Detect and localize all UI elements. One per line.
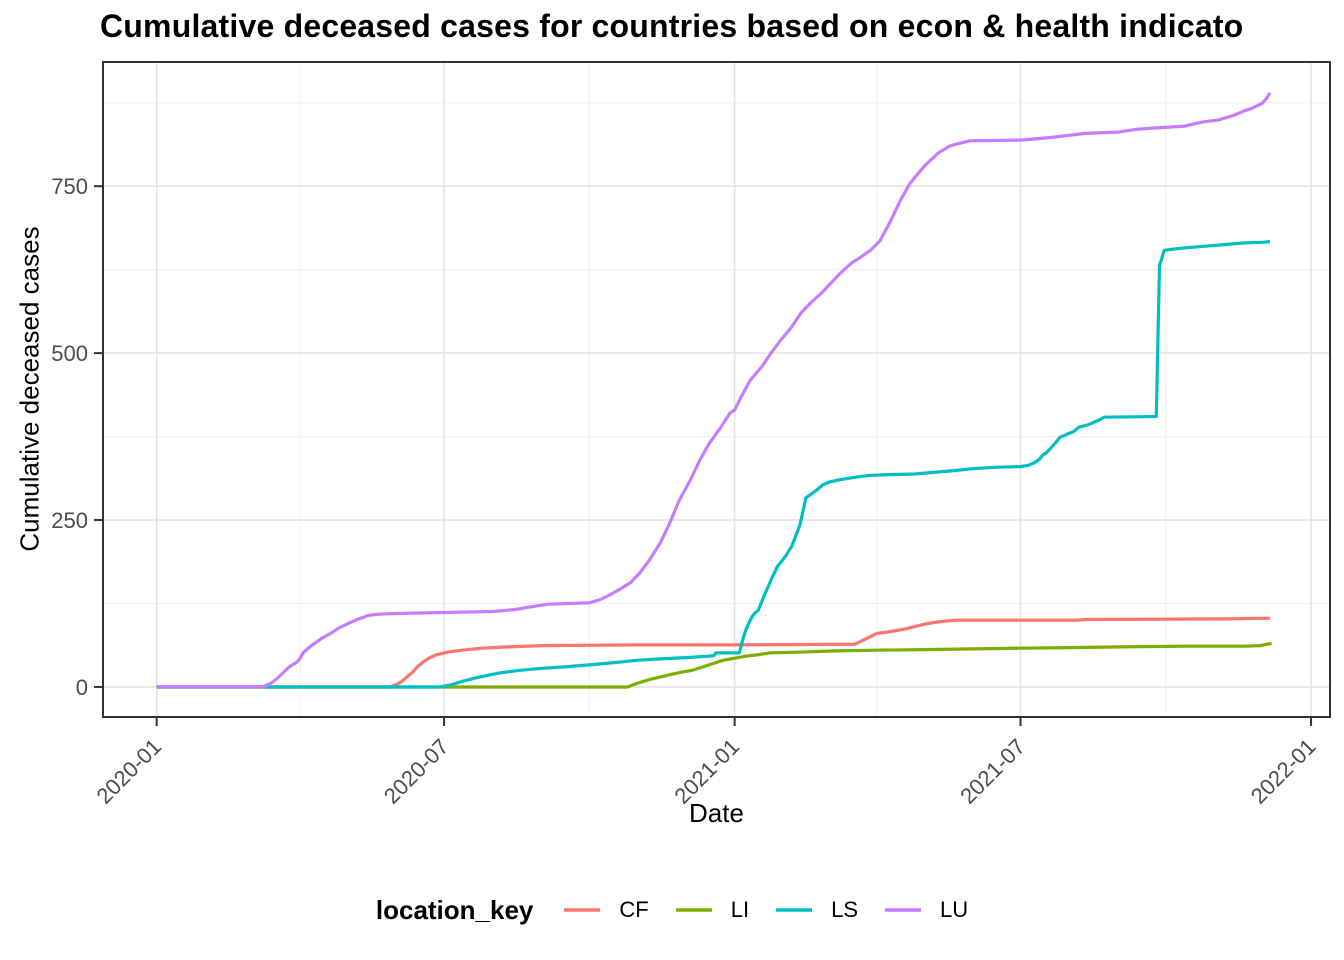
y-tick-label: 750 (51, 174, 88, 199)
legend-key-line-CF (564, 908, 601, 912)
legend-item-label: LS (831, 897, 858, 922)
panel-background (103, 62, 1330, 717)
series-line-LU (156, 91, 1272, 689)
panel-border (102, 61, 1331, 718)
y-tick-label: 0 (76, 675, 88, 700)
grid-minor (103, 62, 1330, 717)
y-tick-label: 500 (51, 341, 88, 366)
series-line-LI (156, 642, 1272, 689)
legend-item-label: CF (619, 897, 649, 922)
legend-item-CF: CF (563, 897, 649, 923)
legend-item-LU: LU (884, 897, 968, 923)
grid-major (103, 62, 1330, 717)
legend-item-label: LI (730, 897, 750, 922)
axis-ticks (94, 185, 1313, 726)
legend-item-LS: LS (775, 897, 858, 923)
y-tick-label: 250 (51, 508, 88, 533)
x-axis-title: Date (689, 798, 744, 828)
legend-key-line-LS (776, 908, 813, 912)
legend-item-LI: LI (675, 897, 749, 923)
series-line-LS (156, 240, 1271, 689)
series-group (156, 91, 1272, 689)
legend-key-line-LU (885, 908, 921, 912)
legend: location_key CF LI LS LU (0, 886, 1344, 934)
legend-title: location_key (375, 894, 534, 925)
legend-items: CF LI LS LU (563, 897, 968, 923)
legend-item-label: LU (940, 897, 969, 922)
series-line-CF (156, 616, 1271, 689)
plot-area: 2020-01 2020-07 2021-01 2021-07 2022-0102505… (51, 61, 1331, 809)
y-tick-labels: 0 250 500 750 (51, 174, 88, 700)
chart-title: Cumulative deceased cases for countries … (100, 8, 1244, 44)
y-axis-title: Cumulative deceased cases (14, 226, 45, 552)
legend-key-line-LI (675, 908, 712, 912)
